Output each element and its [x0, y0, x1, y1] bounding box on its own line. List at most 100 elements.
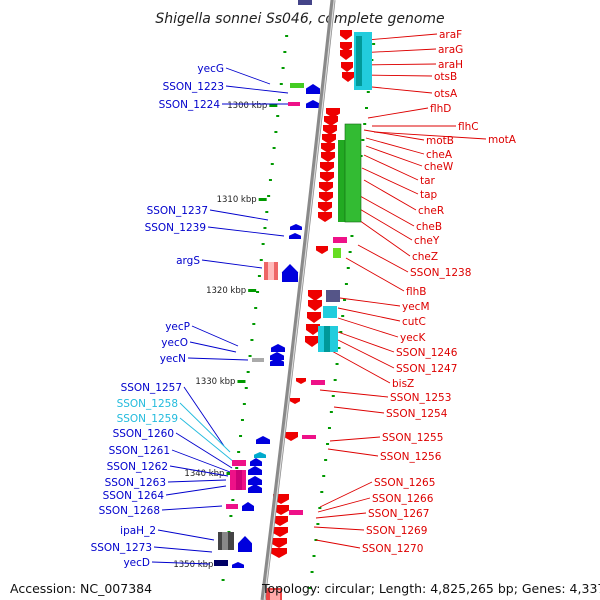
leader-line: [327, 448, 379, 457]
tick-dot: [270, 163, 274, 165]
gene-label: SSON_1273: [91, 542, 152, 554]
leader-line: [165, 485, 227, 496]
feature-box: [222, 532, 228, 550]
gene-label: SSON_1255: [382, 432, 443, 444]
gene-label: otsB: [434, 71, 457, 83]
gene-label: cheA: [426, 149, 453, 161]
tick-dot: [239, 435, 243, 437]
gene-label: SSON_1258: [117, 398, 178, 410]
feature-box: [323, 306, 337, 318]
gene-label: cheB: [416, 221, 442, 233]
tick-dot: [314, 539, 318, 541]
tick-dot: [348, 251, 352, 253]
feature-arrow: [306, 84, 320, 94]
tick-dot: [326, 443, 330, 445]
feature-box: [288, 102, 300, 106]
tick-dot: [250, 339, 254, 341]
feature-box: [338, 140, 345, 222]
gene-label: SSON_1254: [386, 408, 448, 420]
gene-label: SSON_1253: [390, 392, 451, 404]
feature-arrow: [270, 352, 284, 360]
tick-dot: [265, 211, 269, 213]
feature-arrow: [321, 143, 335, 153]
feature-arrow: [282, 264, 298, 282]
leader-line: [355, 217, 411, 257]
tick-dot: [350, 235, 354, 237]
leader-line: [153, 546, 213, 553]
gene-label: SSON_1269: [366, 525, 427, 537]
leader-line: [183, 386, 225, 447]
tick-dot: [267, 195, 271, 197]
gene-label: SSON_1256: [380, 451, 442, 463]
feature-arrow: [319, 182, 333, 192]
tick-dot: [279, 83, 283, 85]
gene-label: yecO: [161, 337, 188, 349]
feature-box: [333, 237, 347, 243]
feature-arrow: [322, 134, 336, 144]
feature-box: [324, 326, 330, 352]
leader-line: [361, 167, 419, 195]
gene-label: tar: [420, 175, 436, 187]
tick-dot: [308, 587, 312, 589]
accession-text: Accession: NC_007384: [10, 581, 153, 596]
feature-box: [232, 460, 246, 466]
map-title: Shigella sonnei Ss046, complete genome: [155, 11, 444, 27]
tick-dot: [327, 427, 331, 429]
leader-line: [361, 85, 433, 94]
tick-dot: [252, 323, 256, 325]
gene-label: yecG: [197, 63, 224, 75]
feature-arrow: [340, 30, 352, 40]
gene-label: SSON_1265: [374, 477, 435, 489]
tick-dot: [324, 459, 328, 461]
tick-dot: [333, 379, 337, 381]
leader-line: [317, 497, 371, 513]
leader-line: [337, 331, 395, 353]
feature-arrow: [318, 212, 332, 222]
tick-dot: [331, 395, 335, 397]
gene-label: cutC: [402, 316, 426, 328]
tick-dot: [346, 267, 350, 269]
feature-arrow: [248, 476, 262, 485]
leader-line: [329, 349, 391, 384]
feature-arrow: [323, 125, 337, 135]
leader-line: [319, 389, 389, 398]
gene-label: cheR: [418, 205, 444, 217]
feature-arrow: [326, 108, 340, 118]
tick-dot: [343, 299, 347, 301]
leader-line: [189, 341, 237, 353]
leader-line: [329, 436, 381, 442]
feature-arrow: [296, 378, 306, 384]
feature-arrow: [342, 72, 354, 82]
tick-dot: [278, 99, 282, 101]
leader-line: [313, 526, 365, 531]
feature-arrow: [307, 312, 321, 323]
tick-dot: [263, 227, 267, 229]
gene-label: flhC: [458, 121, 479, 133]
leader-line: [201, 259, 263, 269]
kbp-tick-mark: [258, 198, 267, 201]
gene-label: motB: [426, 135, 454, 147]
topology-text: Topology: circular; Length: 4,825,265 bp…: [262, 581, 600, 596]
tick-dot: [318, 507, 322, 509]
leader-line: [169, 465, 229, 477]
leader-line: [367, 107, 429, 119]
gene-label: ipaH_2: [120, 525, 156, 537]
feature-arrow: [321, 152, 335, 162]
leader-line: [187, 357, 249, 361]
leader-line: [319, 481, 373, 508]
feature-box: [268, 262, 274, 280]
kbp-tick-mark: [248, 289, 257, 292]
feature-box: [252, 358, 264, 362]
tick-dot: [261, 243, 265, 245]
leader-line: [161, 505, 223, 511]
leader-line: [315, 539, 361, 549]
feature-arrow: [320, 172, 334, 182]
gene-label: SSON_1268: [99, 505, 160, 517]
gene-label: SSON_1264: [103, 490, 165, 502]
tick-dot: [268, 179, 272, 181]
feature-arrow: [340, 50, 352, 60]
tick-dot: [242, 403, 246, 405]
feature-arrow: [290, 224, 302, 230]
feature-box: [326, 290, 340, 302]
